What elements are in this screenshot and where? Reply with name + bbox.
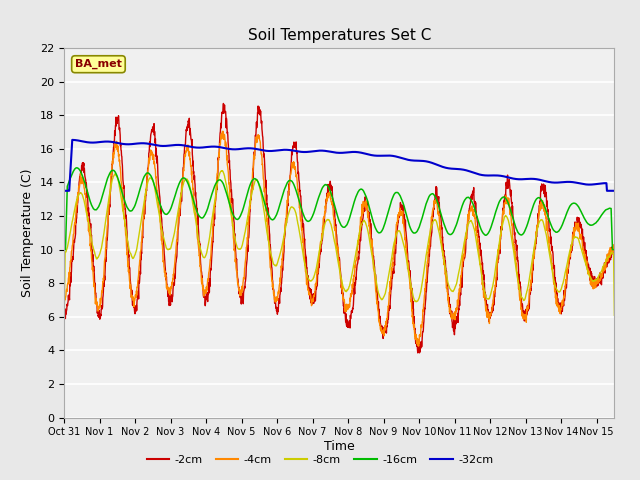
-4cm <box>219 128 227 134</box>
-4cm <box>415 343 422 349</box>
-8cm <box>494 251 502 257</box>
-4cm <box>328 202 336 207</box>
-2cm <box>220 101 227 107</box>
-32cm <box>68 137 76 143</box>
-8cm <box>595 274 602 280</box>
-16cm <box>314 199 321 204</box>
-8cm <box>611 312 618 318</box>
-8cm <box>88 240 96 246</box>
-16cm <box>595 217 602 223</box>
-8cm <box>328 225 336 231</box>
-8cm <box>314 260 321 266</box>
-32cm <box>595 181 602 187</box>
-16cm <box>595 216 602 222</box>
-2cm <box>611 251 618 257</box>
-4cm <box>494 253 502 259</box>
-4cm <box>595 276 602 282</box>
-8cm <box>219 168 227 174</box>
X-axis label: Time: Time <box>324 440 355 453</box>
-16cm <box>60 247 68 252</box>
-4cm <box>60 300 68 306</box>
-2cm <box>494 259 502 265</box>
-32cm <box>494 173 502 179</box>
-2cm <box>60 308 68 314</box>
-32cm <box>595 181 602 187</box>
-16cm <box>73 165 81 171</box>
-32cm <box>314 148 321 154</box>
-4cm <box>88 261 96 266</box>
Legend: -2cm, -4cm, -8cm, -16cm, -32cm: -2cm, -4cm, -8cm, -16cm, -32cm <box>142 451 498 469</box>
Line: -4cm: -4cm <box>64 131 614 346</box>
-8cm <box>595 273 602 279</box>
-2cm <box>414 350 422 356</box>
Line: -16cm: -16cm <box>64 168 614 250</box>
-32cm <box>611 188 618 193</box>
-2cm <box>595 278 602 284</box>
-16cm <box>611 247 618 252</box>
-2cm <box>314 283 321 288</box>
-32cm <box>60 188 68 193</box>
Line: -8cm: -8cm <box>64 171 614 334</box>
Line: -2cm: -2cm <box>64 104 614 353</box>
-16cm <box>88 204 96 210</box>
-4cm <box>611 249 618 255</box>
-16cm <box>494 204 502 209</box>
-32cm <box>328 149 336 155</box>
Y-axis label: Soil Temperature (C): Soil Temperature (C) <box>22 168 35 297</box>
-2cm <box>328 184 336 190</box>
Title: Soil Temperatures Set C: Soil Temperatures Set C <box>248 28 431 43</box>
-4cm <box>595 277 603 283</box>
-16cm <box>328 193 336 199</box>
-8cm <box>60 331 68 336</box>
-4cm <box>314 267 321 273</box>
Text: BA_met: BA_met <box>75 59 122 69</box>
-32cm <box>88 140 96 145</box>
Line: -32cm: -32cm <box>64 140 614 191</box>
-2cm <box>595 280 603 286</box>
-2cm <box>88 251 96 257</box>
